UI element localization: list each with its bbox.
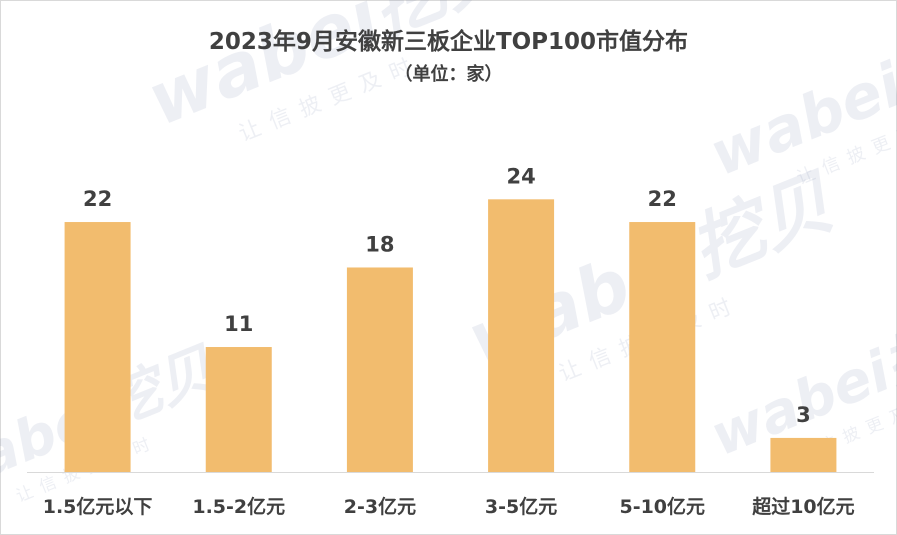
bar: [205, 347, 272, 472]
data-label: 24: [506, 164, 535, 188]
x-tick-label: 5-10亿元: [619, 495, 705, 518]
x-tick-label: 2-3亿元: [344, 495, 416, 518]
data-label: 3: [796, 403, 811, 427]
data-label: 18: [365, 232, 394, 256]
bar: [64, 222, 131, 472]
bar: [346, 267, 413, 472]
x-tick-label: 3-5亿元: [485, 495, 557, 518]
x-tick-label: 1.5亿元以下: [43, 495, 153, 518]
bar: [770, 437, 837, 472]
chart-title: 2023年9月安徽新三板企业TOP100市值分布: [208, 29, 689, 55]
chart-subtitle: （单位：家）: [394, 64, 503, 85]
x-tick-label: 1.5-2亿元: [192, 495, 285, 518]
data-label: 22: [83, 187, 112, 211]
x-tick-label: 超过10亿元: [751, 495, 854, 518]
data-label: 22: [648, 187, 677, 211]
data-label: 11: [224, 312, 253, 336]
bar: [629, 222, 696, 472]
bar: [488, 199, 555, 472]
